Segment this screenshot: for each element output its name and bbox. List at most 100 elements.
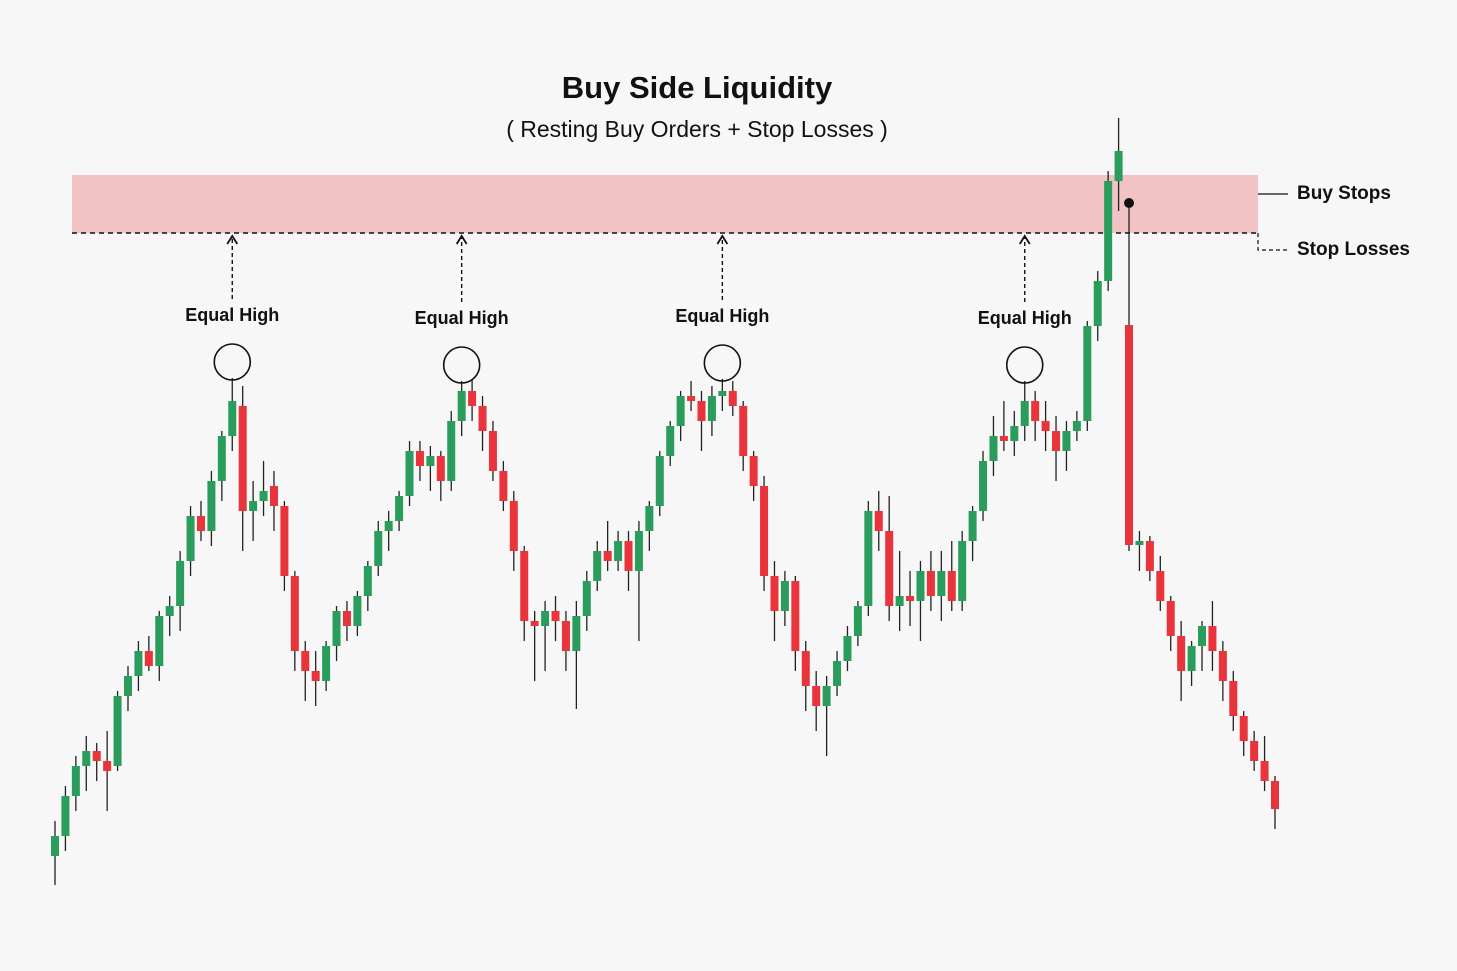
arrow-head <box>455 234 468 245</box>
candle-body <box>833 661 842 686</box>
candle-body <box>426 456 435 466</box>
candle-body <box>405 451 414 496</box>
equal-high-circle <box>703 344 742 382</box>
chart-subtitle: ( Resting Buy Orders + Stop Losses ) <box>506 116 888 142</box>
equal-high-label: Equal High <box>675 306 769 326</box>
arrow-head <box>226 234 239 245</box>
candle-body <box>582 581 591 616</box>
candle-body <box>1010 426 1019 441</box>
candle-body <box>614 541 623 561</box>
candle-body <box>530 621 539 626</box>
arrow-head <box>1018 234 1031 245</box>
candle-body <box>82 751 91 766</box>
candle-body <box>958 541 967 601</box>
candle-body <box>843 636 852 661</box>
candle-body <box>509 501 518 551</box>
candle-body <box>280 506 289 576</box>
equal-high-circle <box>442 346 481 384</box>
candle-body <box>968 511 977 541</box>
candle-body <box>999 436 1008 441</box>
candle-body <box>363 566 372 596</box>
candle-body <box>1250 741 1259 761</box>
candle-body <box>1271 781 1279 809</box>
label-leader <box>1257 233 1288 251</box>
candle-body <box>51 836 59 856</box>
candle-body <box>624 541 633 571</box>
candle-body <box>478 406 487 431</box>
candle-body <box>1239 716 1248 741</box>
equal-high-label: Equal High <box>415 308 509 328</box>
candle-body <box>947 571 956 601</box>
candle-body <box>687 396 696 401</box>
candle-body <box>176 561 185 606</box>
candle-body <box>1104 181 1113 281</box>
candle-body <box>217 436 226 481</box>
candle-body <box>853 606 862 636</box>
candle-body <box>1020 401 1029 426</box>
candle-body <box>770 576 779 611</box>
candle-body <box>812 686 821 706</box>
chart-title: Buy Side Liquidity <box>562 70 833 105</box>
equal-high-label: Equal High <box>185 305 279 325</box>
arrow-head <box>716 234 729 245</box>
candle-body <box>165 606 174 616</box>
candle-body <box>645 506 654 531</box>
candle-body <box>311 671 320 681</box>
candle-body <box>634 531 643 571</box>
candle-body <box>1145 541 1154 571</box>
candle-body <box>1229 681 1238 716</box>
candle-body <box>937 571 946 596</box>
candle-body <box>447 421 456 481</box>
candle-body <box>436 456 445 481</box>
candle-body <box>926 571 935 596</box>
candle-body <box>603 551 612 561</box>
candle-body <box>906 596 915 601</box>
candle-body <box>895 596 904 606</box>
candle-body <box>791 581 800 651</box>
candle-body <box>822 686 831 706</box>
candle-body <box>144 651 153 666</box>
candle-body <box>749 456 758 486</box>
candle-body <box>551 611 560 621</box>
candle-body <box>384 521 393 531</box>
candle-body <box>259 491 268 501</box>
candle-body <box>874 511 883 531</box>
candle-body <box>1093 281 1102 326</box>
candle-body <box>916 571 925 601</box>
candle-body <box>353 596 362 626</box>
candle-body <box>374 531 383 566</box>
candle-body <box>488 431 497 471</box>
candle-body <box>739 406 748 456</box>
candle-body <box>113 696 122 766</box>
candle-body <box>707 396 716 421</box>
candle-body <box>71 766 80 796</box>
candle-body <box>801 651 810 686</box>
candle-body <box>561 621 570 651</box>
candle-body <box>92 751 101 761</box>
candle-body <box>134 651 143 676</box>
zone-label: Stop Losses <box>1297 239 1410 260</box>
candle-body <box>1135 541 1144 545</box>
candle-body <box>228 401 237 436</box>
candle-body <box>1062 431 1071 451</box>
candle-body <box>249 501 258 511</box>
candle-body <box>1114 151 1123 181</box>
candle-body <box>269 486 278 506</box>
candle-body <box>1072 421 1081 431</box>
candle-body <box>1166 601 1175 636</box>
candle-body <box>322 646 331 681</box>
candle-body <box>1156 571 1165 601</box>
candle-body <box>123 676 132 696</box>
candle-body <box>1041 421 1050 431</box>
candle-body <box>103 761 112 771</box>
candle-body <box>760 486 769 576</box>
candle-body <box>1260 761 1269 781</box>
equal-high-circle <box>1005 346 1044 384</box>
candle-body <box>593 551 602 581</box>
candle-body <box>1031 401 1040 421</box>
candle-body <box>989 436 998 461</box>
candle-body <box>499 471 508 501</box>
sweep-dot <box>1124 198 1135 208</box>
candle-body <box>301 651 310 671</box>
